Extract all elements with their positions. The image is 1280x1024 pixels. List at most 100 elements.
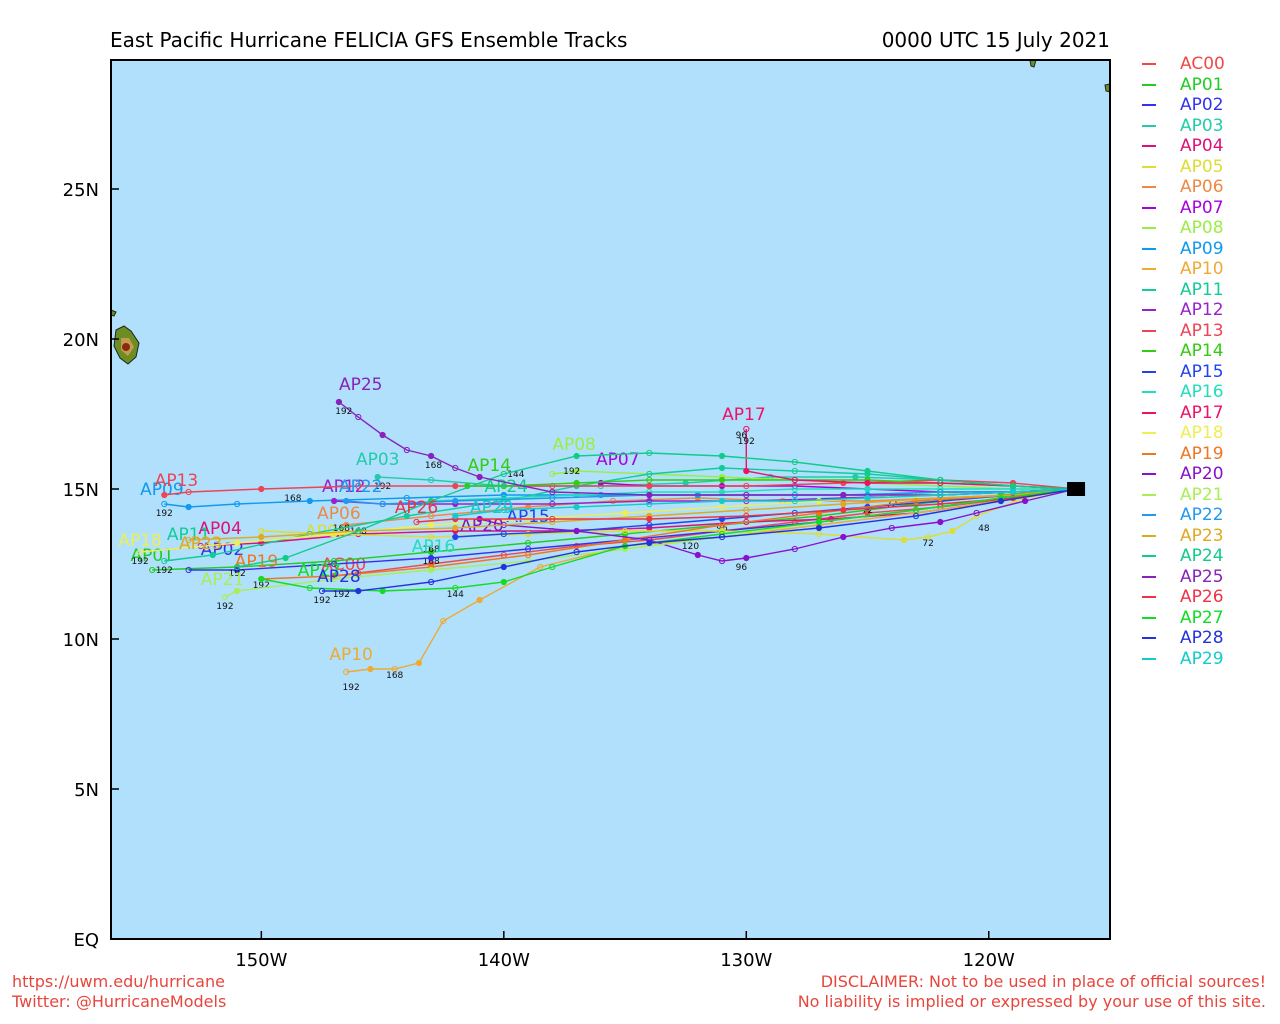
legend-label: AP25 <box>1180 566 1224 587</box>
legend-label: AP09 <box>1180 238 1224 259</box>
track-point <box>537 563 544 571</box>
forecast-hour-label: 144 <box>447 590 464 600</box>
track-point <box>973 509 980 517</box>
legend-swatch <box>1142 288 1156 291</box>
track-point <box>646 539 653 547</box>
track-point <box>815 530 823 538</box>
track-point <box>137 548 144 556</box>
track-point <box>452 524 459 532</box>
track-point <box>864 479 871 487</box>
legend-swatch <box>1142 616 1156 619</box>
track-line-ap16 <box>431 488 1077 502</box>
y-tick-label: 20N <box>63 330 99 351</box>
track-point <box>452 497 459 505</box>
track-point <box>1022 497 1029 505</box>
track-point <box>234 500 241 508</box>
legend-item-ap11: AP11 <box>1142 280 1272 301</box>
track-point <box>646 449 653 457</box>
track-point <box>428 521 435 529</box>
legend-label: AC00 <box>1180 54 1225 75</box>
track-name-label: AP23 <box>179 534 223 554</box>
track-point <box>573 527 580 535</box>
track-point <box>573 503 580 511</box>
track-point <box>452 512 459 520</box>
y-tick-label: 15N <box>63 480 99 501</box>
track-point <box>573 479 580 487</box>
forecast-hour-label: 192 <box>156 566 173 576</box>
forecast-hour-label: 168 <box>284 494 301 504</box>
legend-label: AP10 <box>1180 259 1224 280</box>
track-point <box>335 398 342 406</box>
legend-item-ap12: AP12 <box>1142 300 1272 321</box>
track-line-ap15 <box>455 488 1077 538</box>
track-point <box>840 491 847 499</box>
track-name-label: AP19 <box>235 552 279 572</box>
track-point <box>452 533 459 541</box>
track-point <box>355 527 362 535</box>
track-point <box>718 452 726 460</box>
legend-label: AP15 <box>1180 361 1224 382</box>
track-point <box>331 497 338 505</box>
track-point <box>161 491 168 499</box>
legend-swatch <box>1142 555 1156 558</box>
legend-item-ap18: AP18 <box>1142 423 1272 444</box>
legend-swatch <box>1142 145 1156 148</box>
footer-url[interactable]: https://uwm.edu/hurricane <box>12 972 225 991</box>
legend-swatch <box>1142 227 1156 230</box>
track-point <box>997 497 1005 505</box>
track-point <box>646 476 653 484</box>
legend-swatch <box>1142 83 1156 86</box>
track-name-label: AP28 <box>317 567 361 587</box>
hawaii-peak <box>122 343 130 351</box>
legend-swatch <box>1142 534 1156 537</box>
x-tick-label: 120W <box>963 950 1015 971</box>
forecast-hour-label: 144 <box>507 470 524 480</box>
legend-item-ap24: AP24 <box>1142 546 1272 567</box>
track-point <box>743 425 750 433</box>
forecast-hour-label: 192 <box>313 596 330 606</box>
footer-disclaimer-2: No liability is implied or expressed by … <box>797 992 1266 1011</box>
forecast-hour-label: 192 <box>343 683 360 693</box>
track-point <box>743 512 750 520</box>
track-name-label: AP09 <box>140 480 184 500</box>
track-name-label: AC00 <box>321 555 366 575</box>
track-point <box>161 557 168 565</box>
track-point <box>1009 488 1017 496</box>
legend-swatch <box>1142 247 1156 250</box>
legend-label: AP21 <box>1180 484 1224 505</box>
track-point <box>428 512 435 520</box>
track-point <box>646 500 653 508</box>
storm-start-marker <box>1067 482 1086 496</box>
legend-item-ap23: AP23 <box>1142 526 1272 547</box>
legend-swatch <box>1142 637 1156 640</box>
legend-swatch <box>1142 575 1156 578</box>
track-name-label: AP18 <box>118 531 162 551</box>
track-point <box>791 467 798 475</box>
track-line-ap24 <box>236 452 1077 568</box>
track-point <box>840 506 847 514</box>
footer-twitter[interactable]: Twitter: @HurricaneModels <box>12 992 227 1011</box>
legend-swatch <box>1142 493 1156 496</box>
track-point <box>597 491 604 499</box>
forecast-hour-label: 120 <box>682 542 699 552</box>
chart-title: East Pacific Hurricane FELICIA GFS Ensem… <box>110 28 628 52</box>
footer-disclaimer-1: DISCLAIMER: Not to be used in place of o… <box>820 972 1266 991</box>
track-point <box>549 563 556 571</box>
legend-item-ap29: AP29 <box>1142 649 1272 670</box>
legend-label: AP02 <box>1180 95 1224 116</box>
legend-swatch <box>1142 432 1156 435</box>
track-line-ap27 <box>261 488 1077 592</box>
track-point <box>258 485 265 493</box>
y-tick-label: 10N <box>63 630 99 651</box>
legend-item-ap20: AP20 <box>1142 464 1272 485</box>
legend-swatch <box>1142 329 1156 332</box>
track-point <box>609 497 617 505</box>
track-point <box>791 458 798 466</box>
legend-label: AP19 <box>1180 443 1224 464</box>
forecast-hour-label: 192 <box>156 509 173 519</box>
legend-item-ap21: AP21 <box>1142 485 1272 506</box>
track-point <box>791 476 798 484</box>
track-point <box>682 479 689 487</box>
forecast-hour-label: 168 <box>423 557 440 567</box>
track-point <box>374 473 381 481</box>
